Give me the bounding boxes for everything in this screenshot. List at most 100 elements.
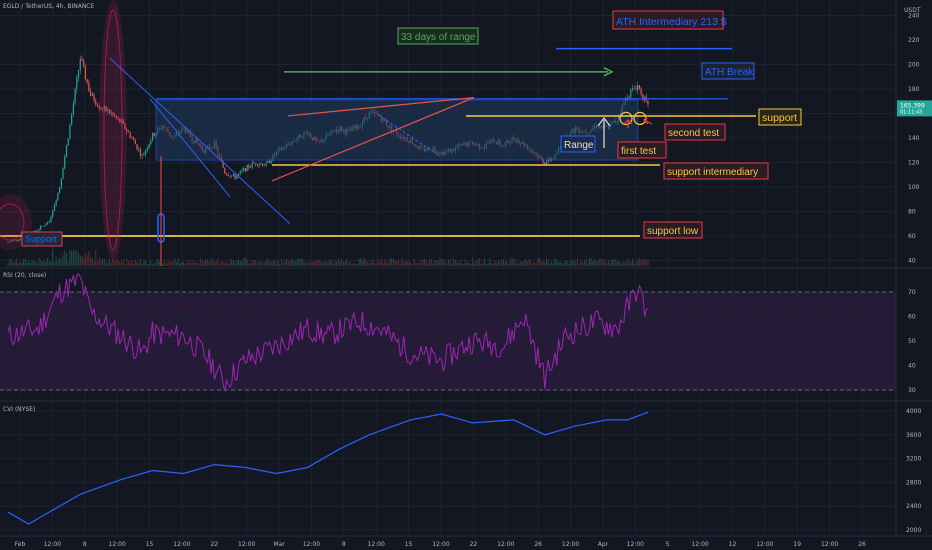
- candle-body: [132, 137, 135, 141]
- candle-body: [136, 144, 138, 150]
- volume-bar: [434, 260, 436, 266]
- candle-body: [267, 160, 269, 163]
- support-low-label: support low: [647, 226, 699, 237]
- volume-bar: [324, 260, 326, 266]
- volume-bar: [559, 260, 561, 266]
- volume-bar: [7, 262, 9, 266]
- volume-bar: [33, 261, 35, 266]
- candle-body: [628, 97, 630, 99]
- days-range-label: 33 days of range: [401, 32, 476, 43]
- volume-bar: [349, 261, 351, 266]
- volume-bar: [162, 263, 164, 266]
- days-range-arrowhead: [603, 67, 614, 77]
- volume-bar: [552, 263, 554, 266]
- candle-body: [110, 112, 112, 114]
- volume-bar: [114, 260, 116, 266]
- volume-bar: [26, 262, 28, 266]
- volume-bar: [227, 263, 229, 266]
- volume-bar: [337, 258, 339, 266]
- volume-bar: [568, 263, 570, 266]
- candle-body: [225, 173, 228, 175]
- time-tick-label: 5: [666, 541, 670, 548]
- volume-bar: [373, 263, 375, 266]
- volume-bar: [105, 263, 107, 266]
- volume-bar: [119, 261, 121, 266]
- candle-body: [127, 131, 130, 133]
- candle-body: [119, 118, 121, 123]
- candle-body: [34, 231, 37, 232]
- volume-bar: [576, 258, 578, 266]
- volume-bar: [102, 258, 104, 266]
- volume-bar: [41, 261, 43, 266]
- volume-bar: [262, 261, 264, 266]
- volume-bar: [103, 259, 105, 266]
- price-tick-label: 100: [908, 184, 920, 191]
- volume-bar: [580, 260, 582, 266]
- volume-bar: [35, 261, 37, 266]
- time-tick-label: 12:00: [173, 541, 190, 548]
- volume-bar: [408, 260, 410, 266]
- volume-bar: [406, 261, 408, 266]
- candle-body: [86, 79, 88, 83]
- time-tick-label: 19: [793, 541, 801, 548]
- volume-bar: [561, 263, 563, 266]
- volume-bar: [14, 261, 16, 266]
- volume-bar: [361, 260, 363, 266]
- volume-bar: [551, 260, 553, 266]
- volume-bar: [413, 258, 415, 266]
- volume-bar: [107, 262, 109, 266]
- volume-bar: [50, 262, 52, 266]
- volume-bar: [81, 256, 83, 266]
- volume-bar: [88, 251, 90, 266]
- volume-bar: [145, 260, 147, 266]
- time-tick-label: 8: [342, 541, 346, 548]
- volume-bar: [310, 260, 312, 266]
- candle-body: [98, 106, 100, 108]
- time-tick-label: Feb: [15, 541, 26, 548]
- wedge-lower-line: [271, 97, 475, 182]
- candle-body: [148, 143, 150, 149]
- volume-bar: [40, 260, 42, 266]
- volume-bar: [556, 259, 558, 266]
- candle-body: [138, 149, 140, 150]
- candle-body: [255, 163, 257, 165]
- volume-bar: [322, 262, 324, 266]
- candle-body: [239, 171, 241, 174]
- volume-bar: [267, 258, 269, 266]
- volume-bar: [599, 258, 601, 266]
- volume-bar: [9, 258, 11, 266]
- time-tick-label: 12:00: [303, 541, 320, 548]
- candle-body: [108, 109, 111, 114]
- volume-bar: [48, 261, 50, 266]
- candle-body: [65, 145, 68, 157]
- candle-body: [241, 170, 243, 172]
- support-left-label-box: [21, 231, 63, 247]
- candle-body: [76, 77, 78, 90]
- volume-bar: [375, 263, 377, 266]
- ath-intermediary-label: ATH Intermediary 213 $: [616, 16, 727, 28]
- cvi-tick-label: 3200: [906, 456, 921, 463]
- volume-bar: [315, 261, 317, 266]
- volume-bar: [286, 258, 288, 266]
- volume-bar: [29, 263, 31, 266]
- volume-bar: [274, 259, 276, 266]
- time-tick-label: 22: [210, 541, 218, 548]
- rsi-label: RSI (20, close): [3, 272, 47, 279]
- volume-bar: [394, 260, 396, 266]
- grid: [0, 0, 896, 536]
- volume-bar: [207, 259, 209, 266]
- candle-body: [40, 226, 42, 230]
- candle-body: [93, 94, 95, 102]
- volume-bar: [525, 259, 527, 266]
- volume-bar: [626, 258, 628, 266]
- volume-bar: [422, 260, 424, 266]
- symbol-label: EGLD / TetherUS, 4h, BINANCE: [3, 3, 95, 10]
- volume-bar: [179, 262, 181, 266]
- candle-body: [59, 187, 61, 193]
- volume-bar: [597, 259, 599, 266]
- channel-line: [149, 98, 231, 198]
- volume-bar: [174, 258, 176, 266]
- candle-body: [107, 109, 109, 112]
- candle-body: [141, 155, 143, 157]
- volume-bar: [289, 259, 291, 266]
